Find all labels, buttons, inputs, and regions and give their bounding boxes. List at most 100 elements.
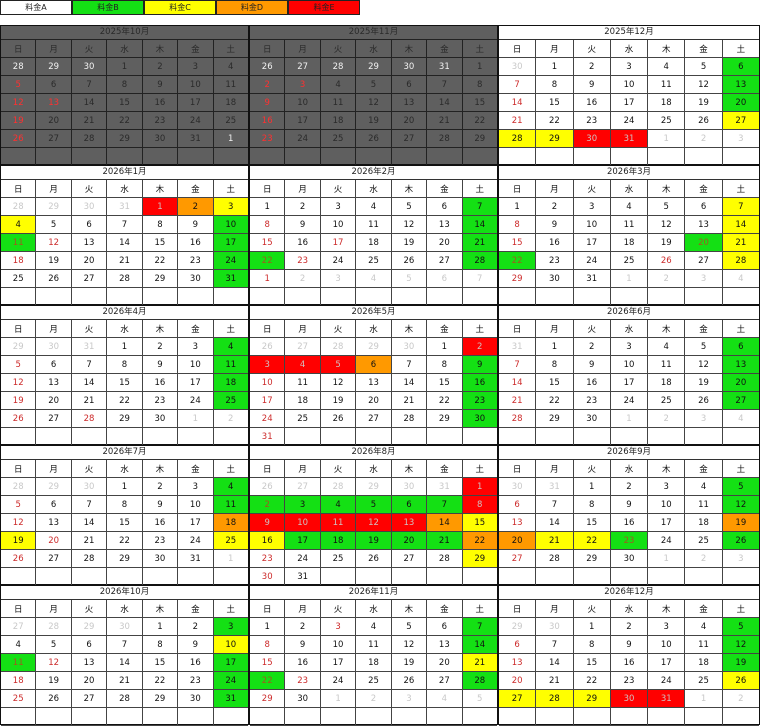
day-cell[interactable]: 2 xyxy=(648,410,686,428)
day-cell[interactable]: 1 xyxy=(142,198,179,216)
day-cell[interactable]: 18 xyxy=(213,94,248,112)
day-cell[interactable]: 16 xyxy=(610,654,649,672)
day-cell[interactable]: 14 xyxy=(107,234,143,252)
day-cell[interactable]: 12 xyxy=(36,234,72,252)
day-cell[interactable]: 14 xyxy=(499,94,537,112)
day-cell[interactable]: 20 xyxy=(499,532,537,550)
day-cell[interactable]: 23 xyxy=(142,392,179,410)
day-cell[interactable]: 18 xyxy=(356,234,392,252)
day-cell[interactable]: 29 xyxy=(36,58,72,76)
day-cell[interactable]: 11 xyxy=(320,94,357,112)
day-cell[interactable]: 30 xyxy=(142,410,179,428)
day-cell[interactable]: 2 xyxy=(356,690,392,708)
day-cell[interactable]: 11 xyxy=(1,234,37,252)
day-cell[interactable]: 9 xyxy=(142,496,179,514)
day-cell[interactable]: 3 xyxy=(391,690,428,708)
day-cell[interactable]: 13 xyxy=(722,356,759,374)
day-cell[interactable]: 1 xyxy=(462,58,497,76)
day-cell[interactable]: 24 xyxy=(320,252,357,270)
day-cell[interactable]: 17 xyxy=(573,234,611,252)
day-cell[interactable]: 15 xyxy=(536,94,574,112)
day-cell[interactable]: 26 xyxy=(1,550,37,568)
day-cell[interactable]: 24 xyxy=(285,550,321,568)
day-cell[interactable]: 18 xyxy=(285,392,321,410)
day-cell[interactable]: 7 xyxy=(391,356,428,374)
day-cell[interactable]: 6 xyxy=(427,618,463,636)
day-cell[interactable]: 4 xyxy=(427,690,463,708)
day-cell[interactable]: 30 xyxy=(250,568,286,586)
day-cell[interactable]: 9 xyxy=(142,356,179,374)
day-cell[interactable]: 6 xyxy=(499,636,537,654)
day-cell[interactable]: 28 xyxy=(320,478,357,496)
day-cell[interactable]: 31 xyxy=(107,198,143,216)
day-cell[interactable]: 22 xyxy=(573,532,611,550)
day-cell[interactable]: 16 xyxy=(250,112,286,130)
day-cell[interactable]: 8 xyxy=(536,356,574,374)
day-cell[interactable]: 2 xyxy=(178,618,214,636)
day-cell[interactable]: 1 xyxy=(427,338,463,356)
day-cell[interactable]: 11 xyxy=(320,514,357,532)
day-cell[interactable]: 19 xyxy=(320,392,357,410)
day-cell[interactable]: 27 xyxy=(285,58,321,76)
day-cell[interactable]: 28 xyxy=(320,338,357,356)
day-cell[interactable]: 28 xyxy=(71,410,108,428)
day-cell[interactable]: 9 xyxy=(610,496,649,514)
day-cell[interactable]: 23 xyxy=(536,252,574,270)
day-cell[interactable]: 10 xyxy=(610,356,649,374)
day-cell[interactable]: 10 xyxy=(213,636,248,654)
day-cell[interactable]: 24 xyxy=(573,252,611,270)
day-cell[interactable]: 22 xyxy=(107,392,143,410)
day-cell[interactable]: 14 xyxy=(427,94,463,112)
day-cell[interactable]: 9 xyxy=(573,76,611,94)
day-cell[interactable]: 29 xyxy=(427,410,463,428)
day-cell[interactable]: 31 xyxy=(213,270,248,288)
day-cell[interactable]: 15 xyxy=(462,94,497,112)
day-cell[interactable]: 29 xyxy=(499,270,537,288)
day-cell[interactable]: 2 xyxy=(142,478,179,496)
day-cell[interactable]: 20 xyxy=(427,654,463,672)
day-cell[interactable]: 16 xyxy=(462,374,497,392)
day-cell[interactable]: 30 xyxy=(178,270,214,288)
day-cell[interactable]: 28 xyxy=(107,270,143,288)
day-cell[interactable]: 15 xyxy=(107,514,143,532)
day-cell[interactable]: 21 xyxy=(427,532,463,550)
day-cell[interactable]: 24 xyxy=(178,532,214,550)
day-cell[interactable]: 9 xyxy=(178,636,214,654)
day-cell[interactable]: 1 xyxy=(573,618,611,636)
day-cell[interactable]: 14 xyxy=(71,94,108,112)
day-cell[interactable]: 3 xyxy=(610,58,649,76)
day-cell[interactable]: 26 xyxy=(36,270,72,288)
day-cell[interactable]: 2 xyxy=(142,58,179,76)
day-cell[interactable]: 3 xyxy=(685,270,723,288)
day-cell[interactable]: 19 xyxy=(685,94,723,112)
day-cell[interactable]: 2 xyxy=(573,58,611,76)
day-cell[interactable]: 2 xyxy=(285,198,321,216)
day-cell[interactable]: 28 xyxy=(722,252,759,270)
day-cell[interactable]: 28 xyxy=(499,410,537,428)
day-cell[interactable]: 29 xyxy=(356,478,392,496)
day-cell[interactable]: 28 xyxy=(536,690,574,708)
day-cell[interactable]: 9 xyxy=(462,356,497,374)
day-cell[interactable]: 31 xyxy=(573,270,611,288)
day-cell[interactable]: 8 xyxy=(250,636,286,654)
day-cell[interactable]: 2 xyxy=(685,550,723,568)
day-cell[interactable]: 17 xyxy=(320,234,357,252)
day-cell[interactable]: 5 xyxy=(685,338,723,356)
day-cell[interactable]: 18 xyxy=(610,234,649,252)
day-cell[interactable]: 12 xyxy=(722,496,759,514)
day-cell[interactable]: 28 xyxy=(499,130,537,148)
day-cell[interactable]: 26 xyxy=(320,410,357,428)
day-cell[interactable]: 22 xyxy=(142,672,179,690)
day-cell[interactable]: 14 xyxy=(427,514,463,532)
day-cell[interactable]: 9 xyxy=(250,514,286,532)
day-cell[interactable]: 27 xyxy=(285,338,321,356)
day-cell[interactable]: 11 xyxy=(356,216,392,234)
day-cell[interactable]: 20 xyxy=(36,112,72,130)
day-cell[interactable]: 16 xyxy=(178,234,214,252)
day-cell[interactable]: 20 xyxy=(722,374,759,392)
day-cell[interactable]: 30 xyxy=(499,58,537,76)
day-cell[interactable]: 7 xyxy=(71,496,108,514)
day-cell[interactable]: 6 xyxy=(722,58,759,76)
day-cell[interactable]: 11 xyxy=(648,356,686,374)
day-cell[interactable]: 15 xyxy=(107,94,143,112)
